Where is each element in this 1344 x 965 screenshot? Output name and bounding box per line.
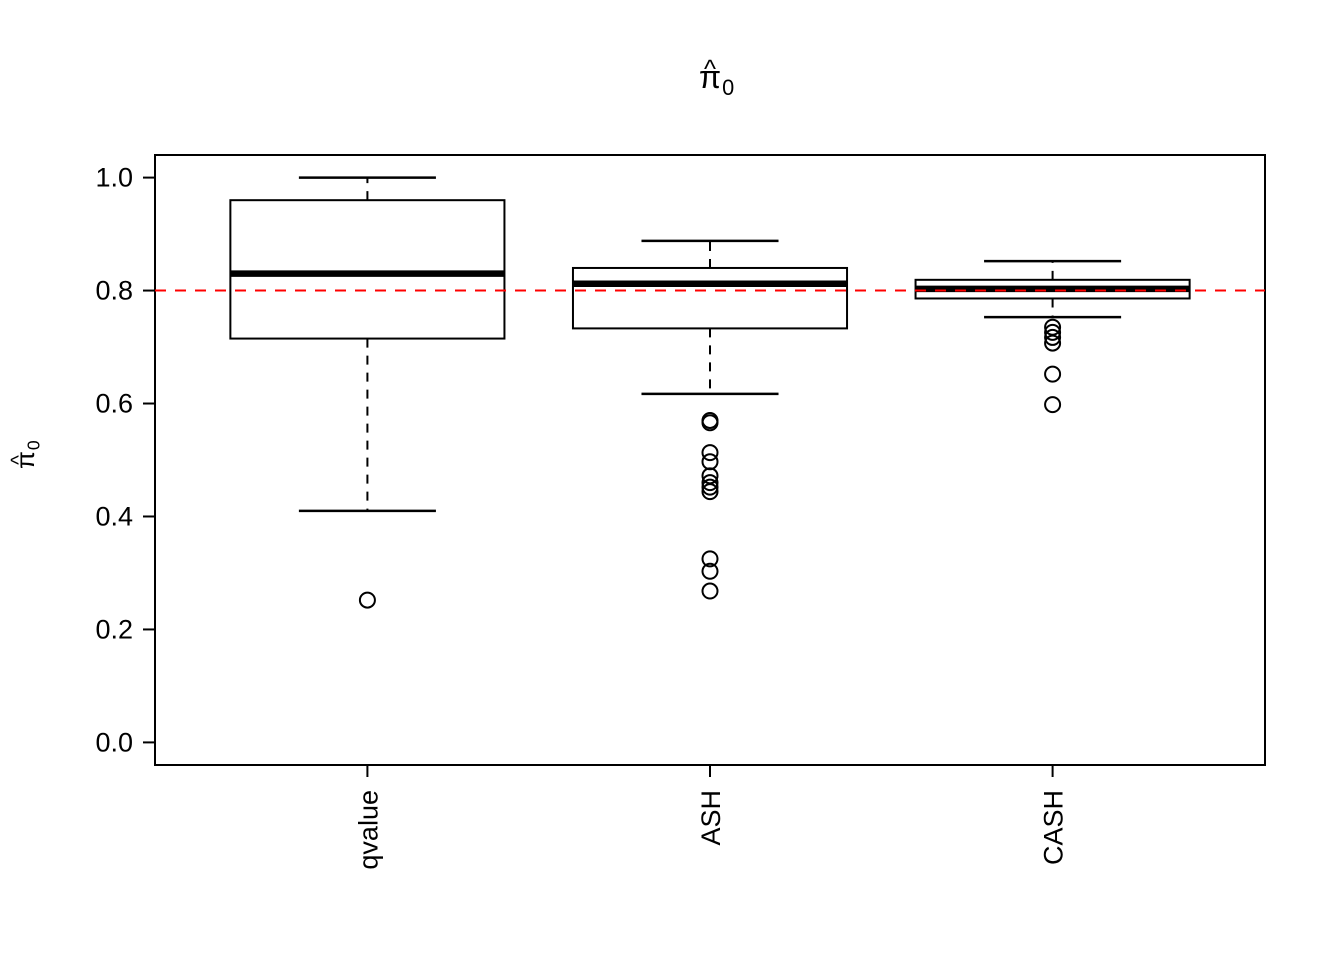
x-category-label: qvalue [353,790,383,870]
outlier-point [1044,334,1062,352]
chart-title: π^0 [699,55,734,100]
outlier-point [701,478,719,496]
outlier-point [701,414,719,432]
chart-title-subscript: 0 [722,75,734,100]
box-ash [571,266,849,330]
outlier-point [358,591,376,609]
outlier-point [701,474,719,492]
outlier-point [701,483,719,501]
outlier-point [701,550,719,568]
x-category-label: ASH [696,790,726,846]
outlier-point [701,444,719,462]
y-axis-label-hat-icon: ^ [7,455,30,465]
y-tick-label: 0.6 [95,389,133,419]
y-tick-label: 0.8 [95,276,133,306]
y-tick-label: 0.0 [95,727,133,757]
outlier-point [701,453,719,471]
y-tick-label: 0.2 [95,614,133,644]
x-category-label: CASH [1039,790,1069,865]
outlier-point [1044,323,1062,341]
chart-title-symbol: π [699,59,721,95]
y-axis-label: π^ 0 [7,440,43,469]
outlier-point [1044,365,1062,383]
outlier-point [701,562,719,580]
outlier-point [1044,396,1062,414]
y-axis-label-symbol: π [10,451,40,469]
box-qvalue [229,199,506,340]
y-tick-label: 0.4 [95,501,133,531]
y-tick-label: 1.0 [95,163,133,193]
y-axis-label-subscript: 0 [24,440,44,450]
outlier-point [701,582,719,600]
outlier-point [1044,328,1062,346]
chart-title-hat-icon: ^ [704,55,716,83]
